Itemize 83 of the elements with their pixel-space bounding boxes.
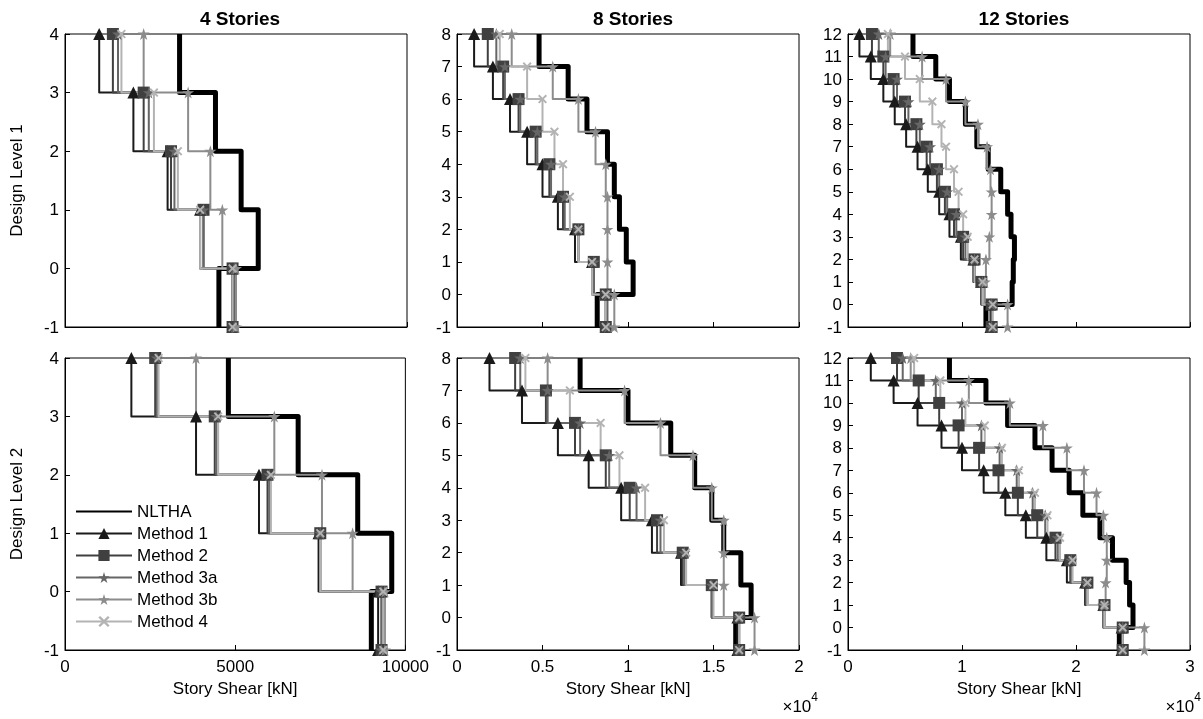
y-tick-label: 10 xyxy=(823,69,842,89)
y-tick-label: 2 xyxy=(441,543,451,563)
x-tick-label: 3 xyxy=(1185,657,1195,676)
y-tick-label: 8 xyxy=(832,114,842,134)
y-tick-label: 0 xyxy=(441,608,451,628)
y-tick-label: 7 xyxy=(441,380,451,400)
y-tick-label: 7 xyxy=(832,137,842,157)
y-axis-title: Design Level 2 xyxy=(7,447,26,561)
y-tick-label: 7 xyxy=(441,57,451,77)
y-tick-label: -1 xyxy=(43,640,59,660)
y-tick-label: 12 xyxy=(823,348,842,368)
x-tick-label: 2 xyxy=(794,657,804,676)
x-tick-label: 10000 xyxy=(381,657,429,676)
y-tick-label: 3 xyxy=(441,187,451,207)
y-tick-label: 9 xyxy=(832,415,842,435)
legend-label: Method 3b xyxy=(137,590,218,609)
chart-title: 4 Stories xyxy=(199,8,281,29)
x-tick-label: 1 xyxy=(957,657,967,676)
y-tick-label: 4 xyxy=(441,478,451,498)
y-tick-label: 1 xyxy=(49,200,59,220)
y-tick-label: 8 xyxy=(441,348,451,368)
y-tick-label: 5 xyxy=(441,122,451,142)
x-axis-title: Story Shear [kN] xyxy=(172,679,298,698)
y-tick-label: 1 xyxy=(49,523,59,543)
x-axis-title: Story Shear [kN] xyxy=(956,679,1082,698)
y-tick-label: -1 xyxy=(435,317,451,337)
x-tick-label: 0.5 xyxy=(530,657,555,676)
x-tick-label: 1 xyxy=(623,657,633,676)
y-tick-label: 1 xyxy=(441,575,451,595)
legend-label: Method 4 xyxy=(137,612,208,631)
y-tick-label: 3 xyxy=(49,406,59,426)
y-tick-label: 11 xyxy=(824,370,842,390)
y-tick-label: 0 xyxy=(832,618,842,638)
legend-label: NLTHA xyxy=(137,502,193,521)
y-tick-label: 5 xyxy=(441,445,451,465)
y-tick-label: 8 xyxy=(832,438,842,458)
y-tick-label: 2 xyxy=(832,249,842,269)
y-tick-label: 4 xyxy=(441,154,451,174)
y-tick-label: 0 xyxy=(49,258,59,278)
legend-label: Method 3a xyxy=(137,568,218,587)
y-tick-label: 2 xyxy=(49,465,59,485)
y-tick-label: 6 xyxy=(441,89,451,109)
y-tick-label: 1 xyxy=(832,595,842,615)
chart-title: 8 Stories xyxy=(592,8,674,29)
x-tick-label: 5000 xyxy=(216,657,255,676)
y-tick-label: 2 xyxy=(832,573,842,593)
y-tick-label: 6 xyxy=(832,159,842,179)
y-tick-label: 11 xyxy=(824,47,842,67)
y-tick-label: 6 xyxy=(832,483,842,503)
y-tick-label: 1 xyxy=(441,252,451,272)
y-tick-label: 3 xyxy=(49,83,59,103)
y-tick-label: -1 xyxy=(826,317,842,337)
y-tick-label: -1 xyxy=(435,640,451,660)
legend-label: Method 1 xyxy=(137,524,208,543)
y-tick-label: 7 xyxy=(832,460,842,480)
y-tick-label: 2 xyxy=(441,219,451,239)
y-tick-label: 6 xyxy=(441,413,451,433)
y-tick-label: 9 xyxy=(832,92,842,112)
x-tick-label: 2 xyxy=(1071,657,1081,676)
y-tick-label: 2 xyxy=(49,141,59,161)
y-tick-label: 12 xyxy=(823,24,842,44)
y-tick-label: 4 xyxy=(832,204,842,224)
y-tick-label: 0 xyxy=(49,582,59,602)
y-tick-label: 0 xyxy=(832,294,842,314)
y-tick-label: 3 xyxy=(441,510,451,530)
y-tick-label: 4 xyxy=(832,528,842,548)
y-tick-label: 4 xyxy=(49,24,59,44)
y-tick-label: 3 xyxy=(832,227,842,247)
y-tick-label: -1 xyxy=(43,317,59,337)
y-tick-label: 5 xyxy=(832,505,842,525)
y-axis-title: Design Level 1 xyxy=(7,124,26,237)
legend-label: Method 2 xyxy=(137,546,208,565)
x-tick-label: 1.5 xyxy=(701,657,726,676)
y-tick-label: 10 xyxy=(823,393,842,413)
y-tick-label: 5 xyxy=(832,182,842,202)
x-axis-title: Story Shear [kN] xyxy=(565,679,691,698)
y-tick-label: 1 xyxy=(832,272,842,292)
y-tick-label: -1 xyxy=(826,640,842,660)
y-tick-label: 3 xyxy=(832,550,842,570)
y-tick-label: 0 xyxy=(441,284,451,304)
y-tick-label: 8 xyxy=(441,24,451,44)
y-tick-label: 4 xyxy=(49,348,59,368)
chart-title: 12 Stories xyxy=(978,8,1070,29)
